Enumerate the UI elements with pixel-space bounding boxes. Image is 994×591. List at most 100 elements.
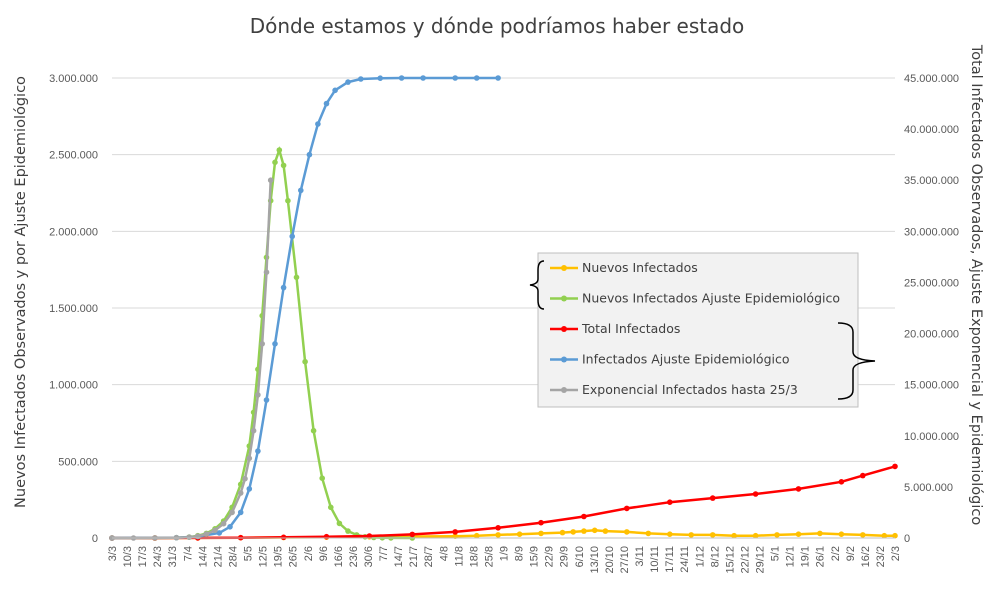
y-right-tick-label: 10.000.000 [904, 431, 959, 443]
x-tick-label: 29/12 [754, 546, 766, 574]
x-tick-label: 26/1 [815, 546, 827, 567]
data-point [591, 527, 598, 534]
data-point [495, 532, 501, 538]
data-point [377, 75, 384, 81]
data-point [220, 520, 227, 527]
data-point [332, 87, 338, 94]
x-tick-label: 15/9 [529, 546, 541, 567]
data-point [559, 529, 566, 536]
x-tick-label: 3/3 [107, 546, 119, 561]
x-tick-label: 22/9 [544, 546, 556, 567]
x-tick-label: 19/1 [800, 546, 812, 567]
data-point [624, 529, 630, 535]
data-point [336, 520, 343, 527]
data-point [667, 531, 673, 537]
x-tick-label: 10/11 [649, 546, 661, 573]
x-tick-label: 2/6 [303, 546, 315, 561]
legend-swatch-marker [561, 387, 567, 393]
legend-swatch-marker [561, 356, 567, 363]
data-point [358, 76, 364, 82]
data-point [259, 341, 266, 347]
data-point [263, 269, 270, 276]
x-tick-label: 8/12 [709, 546, 721, 567]
x-tick-label: 24/3 [152, 546, 164, 567]
data-point [255, 448, 261, 454]
data-point [420, 75, 426, 81]
x-tick-label: 2/2 [830, 546, 842, 561]
data-point [667, 499, 673, 506]
x-tick-label: 4/8 [438, 546, 450, 561]
x-tick-label: 24/11 [679, 546, 691, 573]
data-point [538, 519, 544, 526]
legend: Nuevos Infectados Nuevos Infectados Ajust… [529, 252, 876, 408]
x-tick-label: 29/9 [559, 546, 571, 567]
data-point [645, 530, 652, 537]
legend-label: Nuevos Infectados [582, 260, 698, 275]
x-tick-label: 18/8 [468, 546, 480, 567]
y-right-tick-label: 40.000.000 [904, 124, 959, 136]
right-brace [837, 322, 876, 400]
y-left-tick-label: 1.000.000 [49, 380, 98, 392]
legend-swatch-marker [561, 295, 567, 302]
data-point [263, 397, 270, 403]
legend-label: Total Infectados [581, 321, 680, 336]
x-tick-label: 2/3 [890, 546, 902, 561]
x-tick-label: 7/7 [378, 546, 390, 561]
axes: 0 500.000 1.000.000 1.500.000 2.000.000 2.500… [49, 73, 959, 574]
legend-box [537, 252, 859, 408]
y-right-tick-label: 5.000.000 [904, 482, 953, 494]
x-tick-label: 28/4 [227, 546, 239, 567]
data-point [293, 274, 300, 281]
data-point [495, 525, 501, 531]
y-right-tick-label: 35.000.000 [904, 175, 959, 187]
data-point [398, 75, 405, 81]
data-point [860, 472, 866, 479]
y-right-tick-label: 25.000.000 [904, 277, 959, 289]
data-point [186, 534, 192, 540]
legend-entry: Infectados Ajuste Epidemiológico [550, 352, 790, 367]
data-point [328, 504, 334, 511]
series-infectados-ajuste-epidemiol-gico [109, 75, 501, 541]
x-tick-label: 31/3 [167, 546, 179, 567]
left-brace [529, 260, 545, 310]
legend-swatch-marker [561, 265, 567, 271]
x-tick-label: 14/7 [393, 546, 405, 567]
data-point [452, 75, 459, 81]
y-left-tick-label: 0 [92, 533, 98, 545]
x-tick-label: 26/5 [288, 546, 300, 567]
data-point [538, 530, 544, 537]
x-tick-label: 23/2 [875, 546, 887, 567]
x-tick-label: 12/5 [258, 546, 270, 567]
data-point [315, 121, 321, 127]
y-right-tick-label: 45.000.000 [904, 73, 959, 85]
data-point [709, 495, 716, 501]
y-axis-right-title: Total Infectados Observados, Ajuste Expo… [968, 44, 984, 526]
data-point [306, 151, 313, 158]
data-point [752, 532, 759, 539]
data-point [280, 284, 287, 291]
x-tick-label: 14/4 [197, 546, 209, 567]
data-point [602, 528, 609, 534]
data-point [709, 532, 716, 538]
data-point [242, 475, 248, 482]
data-point [250, 427, 257, 434]
x-tick-label: 23/6 [348, 546, 360, 567]
data-point [246, 486, 253, 492]
data-point [731, 532, 737, 539]
x-tick-label: 17/3 [137, 546, 149, 567]
x-tick-label: 9/2 [845, 546, 857, 561]
data-point [795, 531, 802, 537]
y-right-tick-label: 20.000.000 [904, 329, 959, 341]
data-point [452, 529, 459, 535]
data-point [227, 524, 233, 530]
data-point [345, 79, 351, 85]
x-tick-label: 1/12 [694, 546, 706, 567]
legend-label: Infectados Ajuste Epidemiológico [582, 352, 790, 367]
data-point [473, 532, 480, 539]
data-point [581, 513, 587, 520]
gridlines [112, 77, 895, 539]
x-tick-label: 16/6 [333, 546, 345, 567]
x-tick-label: 13/10 [589, 546, 601, 574]
data-point [860, 532, 866, 538]
data-point [237, 490, 244, 496]
